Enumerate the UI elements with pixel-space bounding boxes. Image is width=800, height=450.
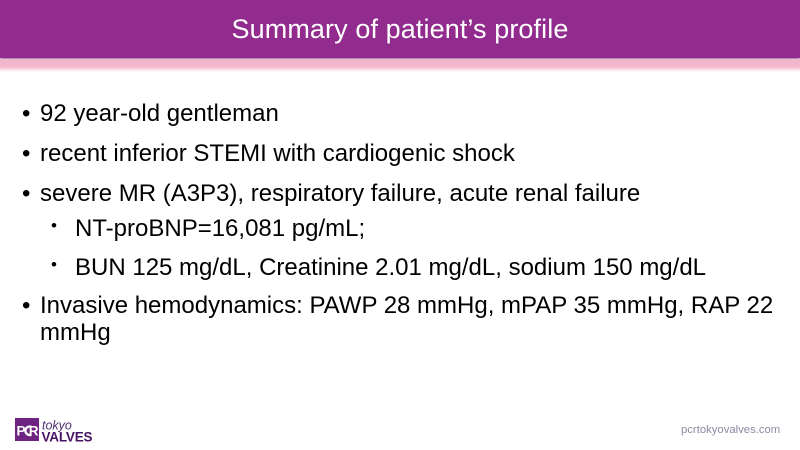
svg-text:R: R bbox=[29, 424, 39, 439]
svg-text:P: P bbox=[17, 424, 26, 439]
svg-text:VALVES: VALVES bbox=[42, 429, 93, 444]
